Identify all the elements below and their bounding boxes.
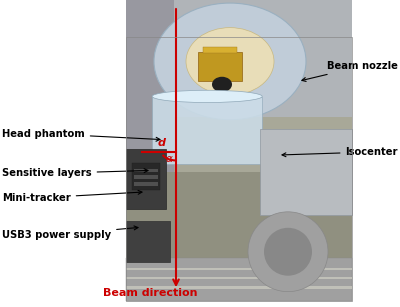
- Bar: [198, 52, 242, 81]
- Bar: [126, 221, 170, 262]
- Text: Sensitive layers: Sensitive layers: [2, 169, 148, 178]
- Bar: [126, 0, 352, 172]
- Bar: [152, 97, 262, 164]
- Text: Isocenter: Isocenter: [282, 147, 398, 157]
- Ellipse shape: [248, 212, 328, 292]
- Bar: [203, 47, 237, 53]
- Text: Mini-tracker: Mini-tracker: [2, 190, 142, 203]
- Text: Beam nozzle: Beam nozzle: [302, 61, 398, 81]
- Bar: [134, 169, 158, 172]
- Bar: [126, 277, 352, 279]
- Bar: [126, 149, 166, 209]
- Text: d: d: [158, 138, 166, 148]
- Text: Beam direction: Beam direction: [103, 288, 197, 298]
- Circle shape: [186, 28, 274, 95]
- Text: α: α: [165, 154, 172, 164]
- Ellipse shape: [152, 90, 262, 103]
- Bar: [126, 268, 352, 270]
- Bar: [134, 182, 158, 186]
- Circle shape: [154, 3, 306, 120]
- Bar: [132, 163, 160, 190]
- Circle shape: [212, 77, 232, 92]
- Bar: [126, 286, 352, 289]
- Text: USB3 power supply: USB3 power supply: [2, 226, 138, 240]
- Bar: [126, 172, 352, 301]
- Bar: [126, 37, 352, 301]
- Ellipse shape: [264, 228, 312, 276]
- Bar: [126, 258, 352, 301]
- Bar: [134, 175, 158, 179]
- Bar: [126, 0, 352, 117]
- Text: Head phantom: Head phantom: [2, 129, 160, 141]
- Bar: [260, 129, 352, 215]
- Bar: [126, 0, 174, 172]
